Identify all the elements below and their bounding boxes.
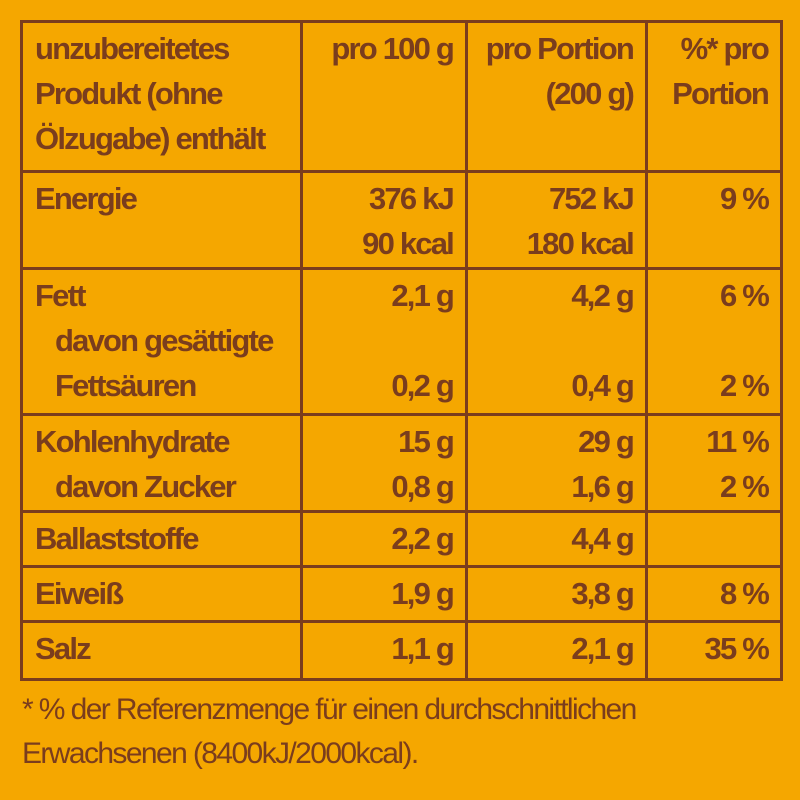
cell-text: 29 g: [578, 424, 635, 459]
footnote-line: * % der Referenzmenge für einen durchsch…: [22, 693, 637, 726]
cell-text: Eiweiß: [35, 576, 124, 611]
value-per-portion: 752 kJ 180 kcal: [465, 170, 648, 270]
table-row: Ballaststoffe 2,2 g 4,4 g: [20, 510, 783, 568]
value-percent: 35 %: [645, 620, 783, 681]
value-percent: 8 %: [645, 565, 783, 623]
value-per-100g: 376 kJ 90 kcal: [300, 170, 468, 270]
header-product: unzubereitetes Produkt (ohne Ölzugabe) ent…: [20, 20, 303, 173]
cell-text: 752 kJ: [548, 181, 635, 216]
cell-text: 8 %: [719, 576, 770, 611]
cell-text: 4,4 g: [571, 521, 634, 556]
nutrient-label: Fett davon gesättigte Fettsäuren: [20, 267, 303, 416]
nutrient-label: Kohlenhydrate davon Zucker: [20, 413, 303, 513]
header-per-100g: pro 100 g: [300, 20, 468, 173]
header-row: unzubereitetes Produkt (ohne Ölzugabe) ent…: [20, 20, 783, 173]
cell-text: 2 %: [719, 469, 770, 504]
cell-text: 1,1 g: [391, 631, 454, 666]
header-text: Portion: [672, 76, 770, 111]
header-text: unzubereitetes: [35, 31, 230, 66]
cell-text: davon Zucker: [55, 469, 237, 504]
cell-text: [315, 318, 453, 363]
header-text: pro 100 g: [331, 31, 454, 66]
cell-text: 2,1 g: [391, 278, 454, 313]
cell-text: Energie: [35, 181, 138, 216]
cell-text: 0,2 g: [391, 368, 454, 403]
value-per-portion: 3,8 g: [465, 565, 648, 623]
table-row: Eiweiß 1,9 g 3,8 g 8 %: [20, 565, 783, 623]
header-text: Produkt (ohne: [35, 76, 224, 111]
nutrient-label: Salz: [20, 620, 303, 681]
cell-text: 0,8 g: [391, 469, 454, 504]
cell-text: 35 %: [704, 631, 770, 666]
value-per-portion: 29 g 1,6 g: [465, 413, 648, 513]
footnote-line: Erwachsenen (8400kJ/2000kcal).: [22, 737, 419, 770]
cell-text: [480, 318, 633, 363]
nutrition-table: unzubereitetes Produkt (ohne Ölzugabe) ent…: [20, 20, 783, 681]
header-text: (200 g): [545, 76, 635, 111]
header-text: %* pro: [680, 31, 770, 66]
value-per-portion: 4,4 g: [465, 510, 648, 568]
value-percent: 11 % 2 %: [645, 413, 783, 513]
cell-text: 1,9 g: [391, 576, 454, 611]
value-percent: [645, 510, 783, 568]
value-per-100g: 2,2 g: [300, 510, 468, 568]
nutrient-label: Eiweiß: [20, 565, 303, 623]
cell-text: 180 kcal: [526, 226, 635, 261]
header-text: pro Portion: [485, 31, 635, 66]
cell-text: davon gesättigte: [55, 323, 274, 358]
cell-text: Fettsäuren: [55, 368, 197, 403]
cell-text: 4,2 g: [571, 278, 634, 313]
cell-text: 9 %: [719, 181, 770, 216]
cell-text: Salz: [35, 631, 92, 666]
footnote: * % der Referenzmenge für einen durchsch…: [22, 688, 637, 776]
cell-text: 0,4 g: [571, 368, 634, 403]
value-percent: 9 %: [645, 170, 783, 270]
header-per-portion: pro Portion (200 g): [465, 20, 648, 173]
cell-text: 2 %: [719, 368, 770, 403]
value-per-100g: 1,9 g: [300, 565, 468, 623]
nutrient-label: Energie: [20, 170, 303, 270]
value-per-100g: 15 g 0,8 g: [300, 413, 468, 513]
cell-text: 15 g: [398, 424, 455, 459]
cell-text: 6 %: [719, 278, 770, 313]
header-percent: %* pro Portion: [645, 20, 783, 173]
value-percent: 6 % 2 %: [645, 267, 783, 416]
table-row: Fett davon gesättigte Fettsäuren 2,1 g 0,2 …: [20, 267, 783, 416]
nutrient-label: Ballaststoffe: [20, 510, 303, 568]
cell-text: 3,8 g: [571, 576, 634, 611]
cell-text: 2,2 g: [391, 521, 454, 556]
table-row: Salz 1,1 g 2,1 g 35 %: [20, 620, 783, 681]
cell-text: Fett: [35, 278, 86, 313]
cell-text: 90 kcal: [362, 226, 455, 261]
value-per-portion: 4,2 g 0,4 g: [465, 267, 648, 416]
table-row: Kohlenhydrate davon Zucker 15 g 0,8 g 29 g 1,…: [20, 413, 783, 513]
cell-text: Kohlenhydrate: [35, 424, 230, 459]
value-per-100g: 1,1 g: [300, 620, 468, 681]
cell-text: [660, 318, 768, 363]
table-row: Energie 376 kJ 90 kcal 752 kJ 180 kcal 9 %: [20, 170, 783, 270]
value-per-portion: 2,1 g: [465, 620, 648, 681]
cell-text: 11 %: [706, 424, 770, 459]
value-per-100g: 2,1 g 0,2 g: [300, 267, 468, 416]
cell-text: 376 kJ: [368, 181, 455, 216]
cell-text: 1,6 g: [571, 469, 634, 504]
header-text: Ölzugabe) enthält: [35, 121, 266, 156]
cell-text: [660, 516, 768, 561]
cell-text: Ballaststoffe: [35, 521, 199, 556]
cell-text: 2,1 g: [571, 631, 634, 666]
